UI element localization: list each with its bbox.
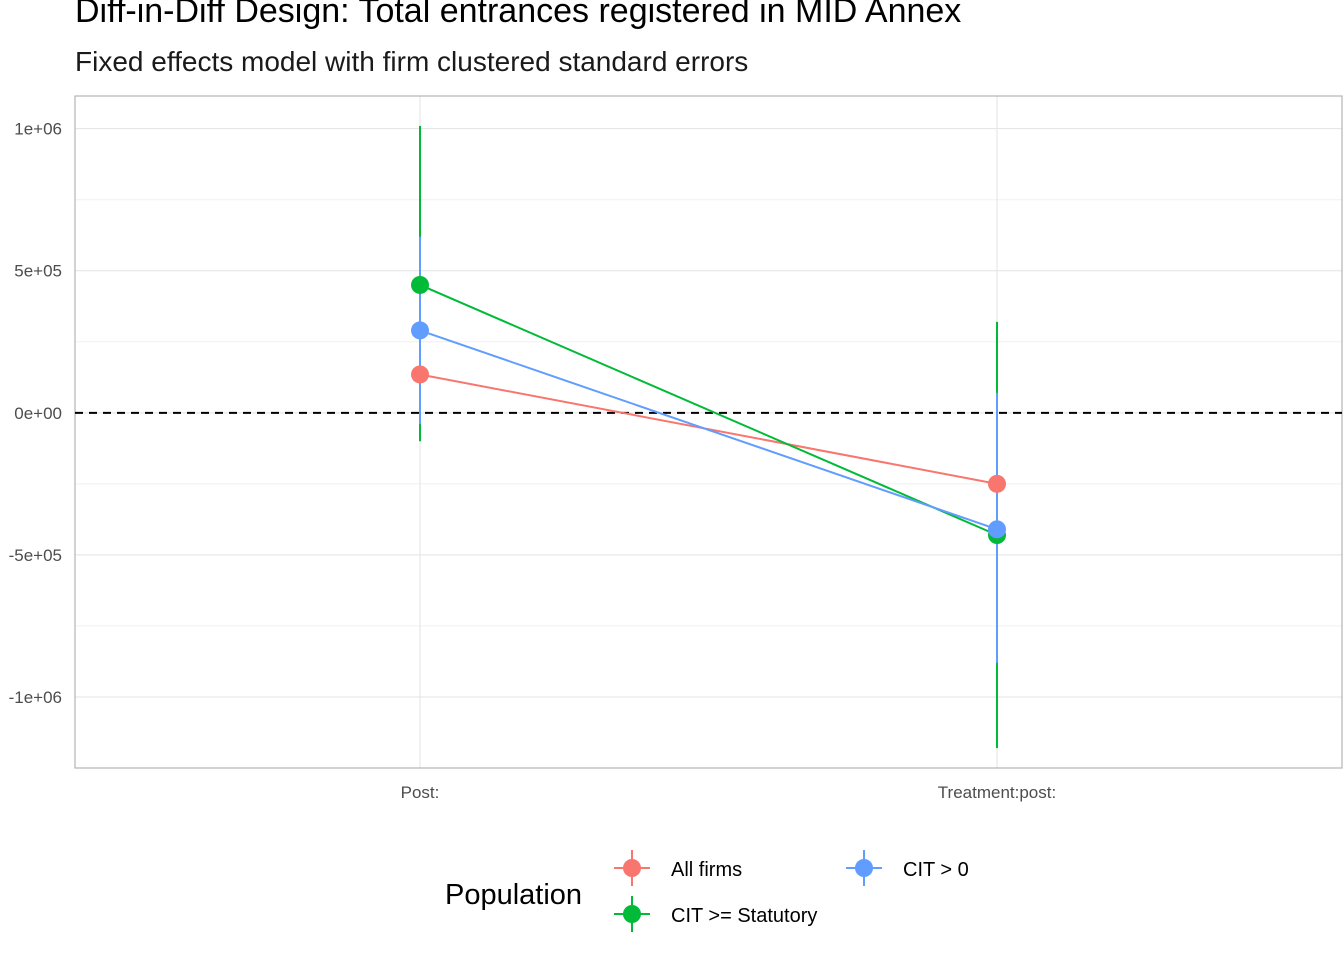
chart-title: Diff-in-Diff Design: Total entrances reg… (75, 0, 962, 30)
legend-label: CIT > 0 (903, 859, 969, 881)
y-tick-label: -1e+06 (9, 688, 62, 707)
y-tick-label: 0e+00 (14, 404, 62, 423)
x-tick-label: Treatment:post: (938, 783, 1056, 802)
data-point (411, 275, 429, 294)
axis-labels: 1e+06 5e+05 0e+00 -5e+05 -1e+06 Post: Treatmen… (9, 120, 1057, 802)
legend-title: Population (445, 879, 582, 911)
series-line (419, 329, 998, 531)
chart-subtitle: Fixed effects model with firm clustered … (75, 46, 749, 77)
data-point (988, 474, 1006, 493)
y-tick-label: -5e+05 (9, 546, 62, 565)
series-line (419, 284, 998, 536)
legend-key-point (623, 905, 641, 923)
legend-key-point (623, 859, 641, 877)
legend-key-point (855, 859, 873, 877)
series-lines (419, 284, 998, 536)
panel-border (74, 95, 1343, 769)
data-points (411, 275, 1006, 545)
legend-label: All firms (671, 859, 742, 881)
y-tick-label: 1e+06 (14, 120, 62, 139)
legend-label: CIT >= Statutory (671, 905, 817, 927)
data-point (988, 520, 1006, 539)
data-point (411, 321, 429, 340)
grid-lines (74, 95, 1343, 769)
error-bars (419, 125, 998, 749)
data-point (411, 365, 429, 384)
x-tick-label: Post: (401, 783, 440, 802)
legend: Population All firms CIT >= Statutory CIT >… (445, 850, 969, 932)
y-tick-label: 5e+05 (14, 262, 62, 281)
